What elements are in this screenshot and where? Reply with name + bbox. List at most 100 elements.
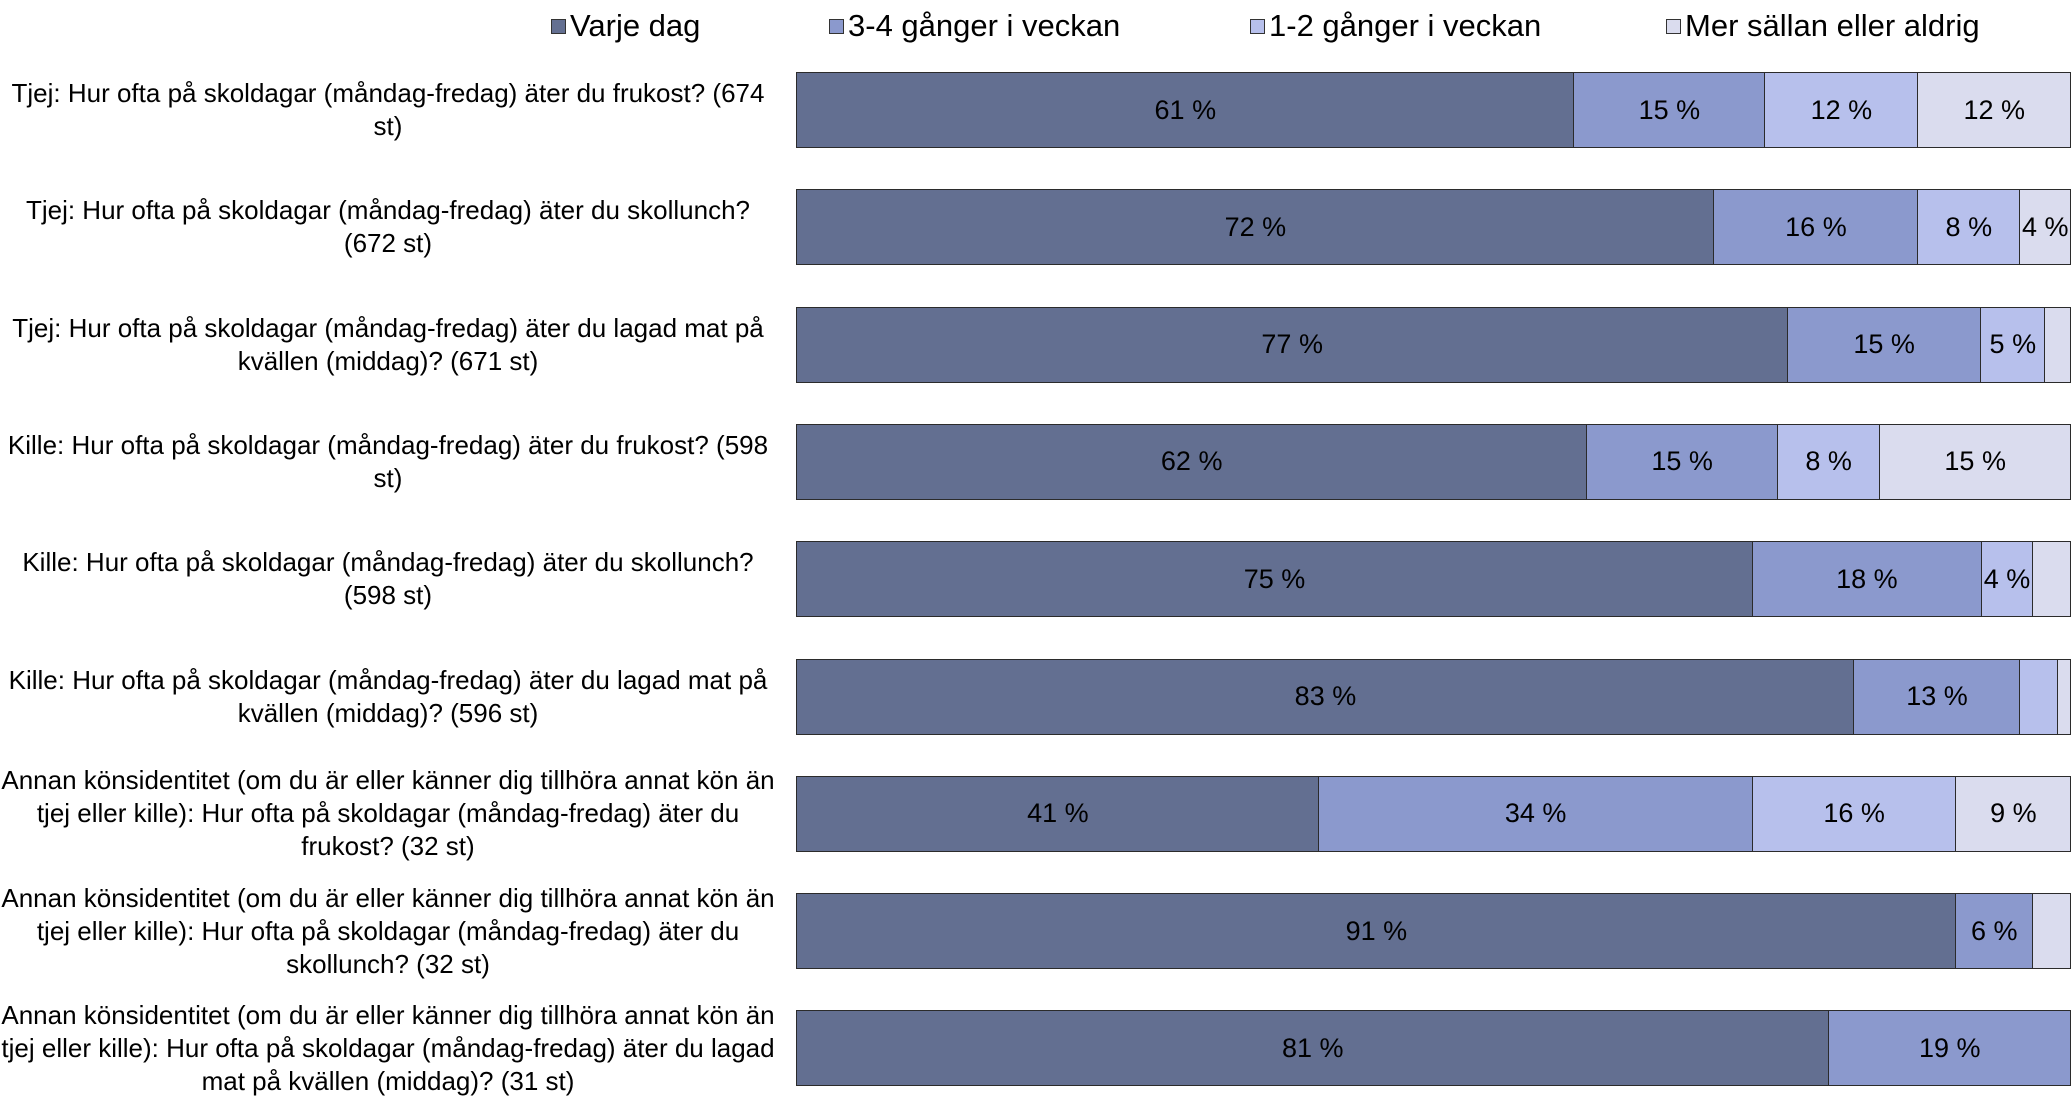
row-label-text: Annan könsidentitet (om du är eller känn… xyxy=(1,999,775,1096)
row-label: Annan könsidentitet (om du är eller känn… xyxy=(0,881,776,981)
data-label: 18 % xyxy=(1836,563,1898,594)
legend-entry: Varje dag xyxy=(551,8,700,44)
data-label: 81 % xyxy=(1281,1032,1344,1063)
bar-segment: 12 % xyxy=(1764,72,1919,148)
row-label-text: Kille: Hur ofta på skoldagar (måndag-fre… xyxy=(7,429,769,493)
data-label: 34 % xyxy=(1504,798,1567,829)
data-label: 13 % xyxy=(1906,681,1968,711)
data-label: 91 % xyxy=(1345,915,1408,946)
bar-segment: 16 % xyxy=(1751,775,1957,852)
bar-segment: 12 % xyxy=(1917,72,2072,148)
bar-row: 91 % 6 % xyxy=(796,893,2072,970)
bar-segment: 62 % xyxy=(796,423,1588,500)
bar-segment: 81 % xyxy=(796,1010,1830,1087)
data-label: 9 % xyxy=(1990,798,2037,829)
legend-swatch xyxy=(551,18,566,34)
data-label: 75 % xyxy=(1243,563,1306,594)
bar-segment: 34 % xyxy=(1318,775,1753,852)
bar-segment xyxy=(2019,658,2059,735)
bar-row: 77 % 15 % 5 % xyxy=(796,306,2072,383)
data-label: 12 % xyxy=(1963,94,2026,125)
row-label-text: Tjej: Hur ofta på skoldagar (måndag-fred… xyxy=(11,78,765,141)
data-label: 62 % xyxy=(1160,446,1223,477)
legend-entry: 3-4 gånger i veckan xyxy=(829,8,1120,44)
data-label: 12 % xyxy=(1810,94,1873,125)
data-label: 16 % xyxy=(1785,211,1847,242)
data-label: 41 % xyxy=(1027,798,1089,829)
bar-row: 75 % 18 % 4 % xyxy=(796,541,2072,618)
row-label-text: Tjej: Hur ofta på skoldagar (måndag-fred… xyxy=(25,195,751,259)
bar-segment: 4 % xyxy=(1980,541,2034,618)
data-label: 5 % xyxy=(1989,329,2037,360)
row-label: Tjej: Hur ofta på skoldagar (måndag-fred… xyxy=(0,192,776,262)
data-label: 15 % xyxy=(1853,329,1915,360)
bar-row: 41 % 34 % 16 % 9 % xyxy=(796,775,2072,852)
bar-row: 81 % 19 % xyxy=(796,1010,2072,1087)
bar-row: 61 % 15 % 12 % 12 % xyxy=(796,72,2072,148)
data-label: 8 % xyxy=(1805,446,1852,477)
bar-segment: 9 % xyxy=(1955,775,2072,852)
bar-segment: 15 % xyxy=(1786,306,1982,383)
row-label: Kille: Hur ofta på skoldagar (måndag-fre… xyxy=(0,544,776,614)
data-label: 4 % xyxy=(2021,211,2069,242)
row-label-text: Annan könsidentitet (om du är eller känn… xyxy=(1,765,775,862)
data-label: 83 % xyxy=(1294,681,1357,711)
bar-segment: 4 % xyxy=(2019,189,2072,266)
legend-label: Mer sällan eller aldrig xyxy=(1685,8,1980,43)
data-label: 77 % xyxy=(1261,329,1323,360)
bar-segment xyxy=(2031,893,2072,970)
row-label: Kille: Hur ofta på skoldagar (måndag-fre… xyxy=(0,662,776,732)
bar-segment xyxy=(2057,658,2072,735)
row-label: Annan könsidentitet (om du är eller känn… xyxy=(0,998,776,1098)
data-label: 19 % xyxy=(1918,1032,1981,1063)
data-label: 15 % xyxy=(1944,446,2006,477)
row-label: Kille: Hur ofta på skoldagar (måndag-fre… xyxy=(0,427,776,497)
bar-row: 62 % 15 % 8 % 15 % xyxy=(796,423,2072,500)
row-label-text: Tjej: Hur ofta på skoldagar (måndag-fred… xyxy=(12,312,764,376)
bar-segment: 61 % xyxy=(796,72,1575,148)
row-label: Tjej: Hur ofta på skoldagar (måndag-fred… xyxy=(0,310,776,380)
legend-swatch xyxy=(829,18,844,34)
legend-swatch xyxy=(1250,18,1265,34)
data-label: 15 % xyxy=(1638,94,1701,125)
row-label: Annan könsidentitet (om du är eller känn… xyxy=(0,764,776,864)
data-label: 8 % xyxy=(1945,211,1993,242)
legend-entry: 1-2 gånger i veckan xyxy=(1250,8,1541,44)
bar-segment: 6 % xyxy=(1955,893,2034,970)
bar-segment: 83 % xyxy=(796,658,1855,735)
row-label-text: Kille: Hur ofta på skoldagar (måndag-fre… xyxy=(8,664,768,728)
bar-segment: 15 % xyxy=(1585,423,1779,500)
bar-segment: 16 % xyxy=(1713,189,1919,266)
bar-segment: 72 % xyxy=(796,189,1715,266)
bar-segment: 15 % xyxy=(1573,72,1766,148)
bar-segment: 77 % xyxy=(796,306,1789,383)
bar-segment: 19 % xyxy=(1827,1010,2072,1087)
bar-segment: 5 % xyxy=(1979,306,2046,383)
data-label: 4 % xyxy=(1983,563,2031,594)
bar-segment: 75 % xyxy=(796,541,1753,618)
legend-label: 1-2 gånger i veckan xyxy=(1269,8,1542,43)
bar-segment: 41 % xyxy=(796,775,1320,852)
bar-segment xyxy=(2031,541,2072,618)
chart-legend: Varje dag 3-4 gånger i veckan 1-2 gånger i… xyxy=(0,0,2072,50)
bar-segment: 8 % xyxy=(1917,189,2021,266)
bar-segment xyxy=(2044,306,2072,383)
row-label-text: Kille: Hur ofta på skoldagar (måndag-fre… xyxy=(22,547,754,611)
legend-swatch xyxy=(1666,18,1681,34)
bar-segment: 13 % xyxy=(1853,658,2021,735)
row-label-text: Annan könsidentitet (om du är eller känn… xyxy=(1,882,775,979)
data-label: 6 % xyxy=(1971,915,2018,946)
bar-segment: 8 % xyxy=(1776,423,1881,500)
data-label: 16 % xyxy=(1823,798,1885,829)
bar-segment: 15 % xyxy=(1878,423,2072,500)
legend-label: Varje dag xyxy=(570,8,701,43)
data-label: 61 % xyxy=(1154,94,1217,125)
bar-segment: 91 % xyxy=(796,893,1957,970)
bar-segment: 18 % xyxy=(1751,541,1983,618)
legend-entry: Mer sällan eller aldrig xyxy=(1666,8,1980,44)
data-label: 72 % xyxy=(1224,211,1287,242)
bar-row: 72 % 16 % 8 % 4 % xyxy=(796,189,2072,266)
bar-row: 83 % 13 % xyxy=(796,658,2072,735)
legend-label: 3-4 gånger i veckan xyxy=(848,8,1121,43)
